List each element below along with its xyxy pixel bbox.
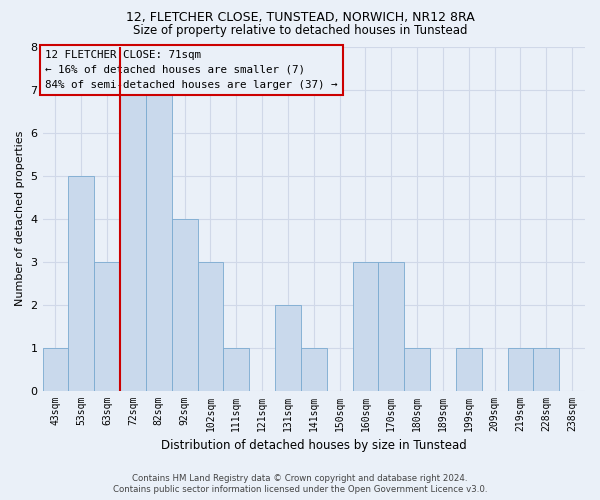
Text: Contains HM Land Registry data © Crown copyright and database right 2024.
Contai: Contains HM Land Registry data © Crown c… [113, 474, 487, 494]
Text: 12, FLETCHER CLOSE, TUNSTEAD, NORWICH, NR12 8RA: 12, FLETCHER CLOSE, TUNSTEAD, NORWICH, N… [125, 11, 475, 24]
Bar [223, 348, 249, 391]
Bar [172, 219, 197, 391]
Y-axis label: Number of detached properties: Number of detached properties [15, 131, 25, 306]
Text: 12 FLETCHER CLOSE: 71sqm
← 16% of detached houses are smaller (7)
84% of semi-de: 12 FLETCHER CLOSE: 71sqm ← 16% of detach… [45, 50, 338, 90]
Bar [404, 348, 430, 391]
Text: Size of property relative to detached houses in Tunstead: Size of property relative to detached ho… [133, 24, 467, 37]
Bar [533, 348, 559, 391]
Bar [301, 348, 326, 391]
Bar [94, 262, 120, 391]
Bar [120, 90, 146, 391]
X-axis label: Distribution of detached houses by size in Tunstead: Distribution of detached houses by size … [161, 440, 467, 452]
Bar [43, 348, 68, 391]
Bar [456, 348, 482, 391]
Bar [197, 262, 223, 391]
Bar [275, 305, 301, 391]
Bar [146, 90, 172, 391]
Bar [508, 348, 533, 391]
Bar [353, 262, 379, 391]
Bar [379, 262, 404, 391]
Bar [68, 176, 94, 391]
